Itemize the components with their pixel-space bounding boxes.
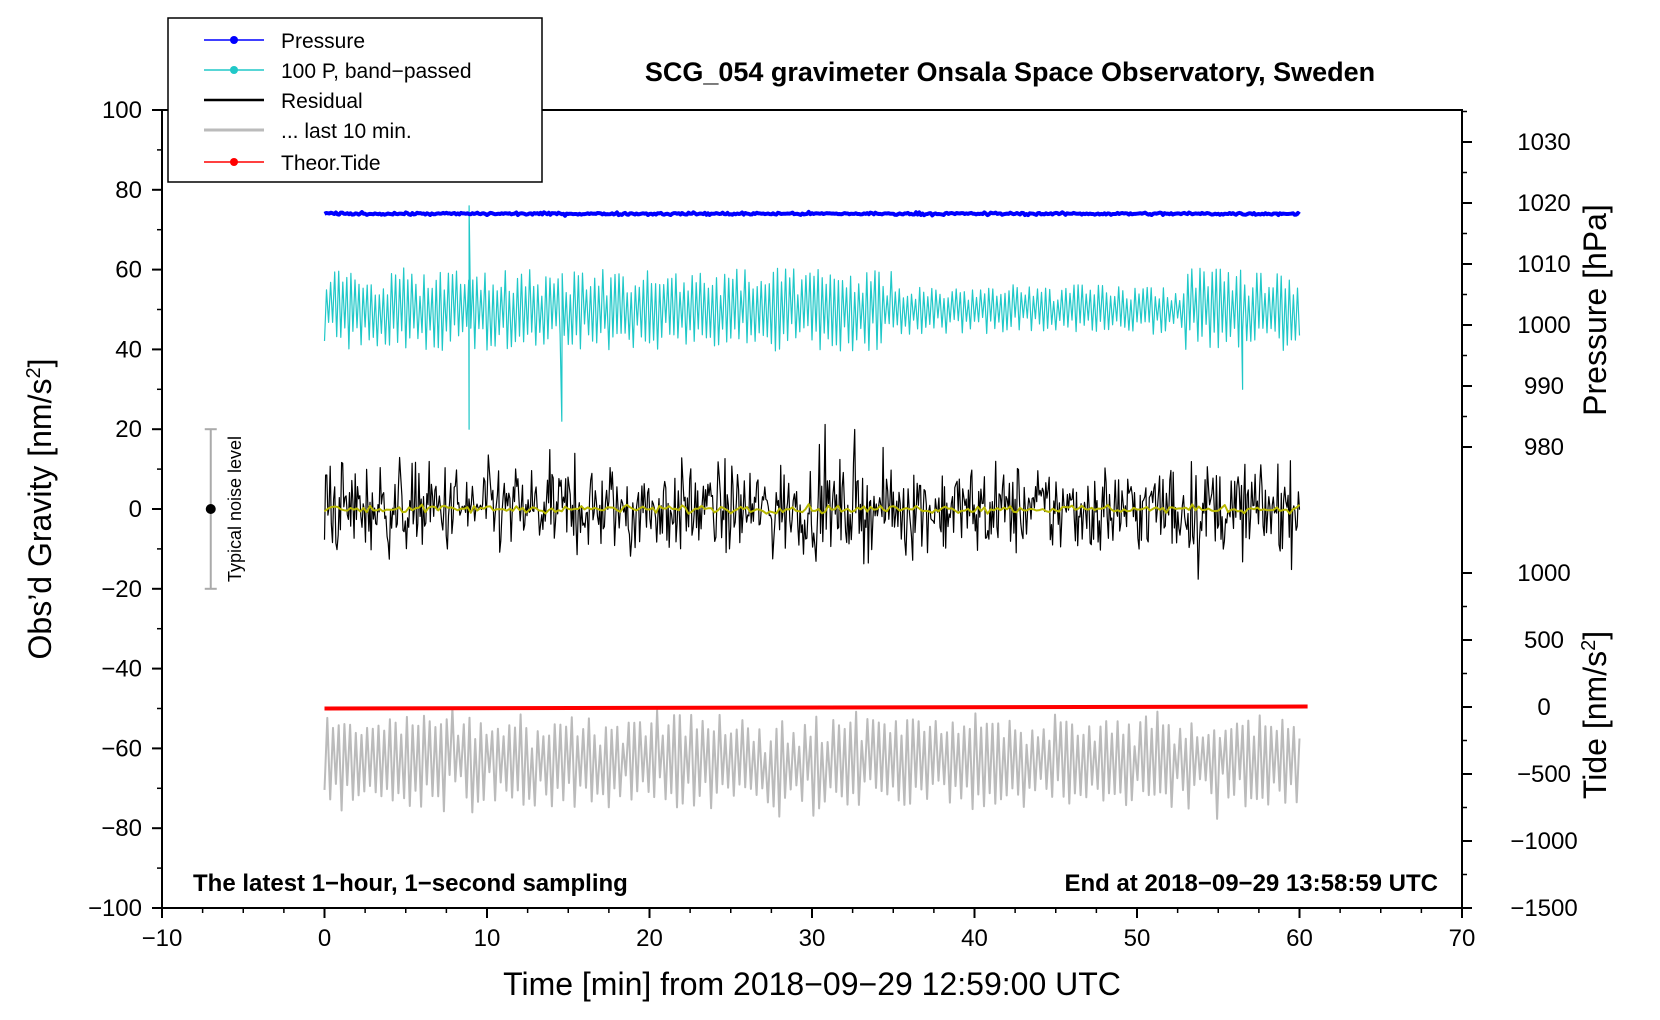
x-tick-label: 60	[1286, 925, 1313, 952]
legend-marker-theor-tide	[230, 158, 238, 166]
annotation-left: The latest 1−hour, 1−second sampling	[193, 870, 628, 897]
tide-tick-label: 1000	[1517, 560, 1570, 587]
legend: Pressure 100 P, band−passed Residual ...…	[167, 17, 543, 183]
y-axis-title-tide-end: ]	[1577, 631, 1613, 640]
series-pressure	[323, 209, 1301, 218]
y-axis-title-tide: Tide [nm/s2]	[1577, 631, 1613, 799]
annotation-right: End at 2018−09−29 13:58:59 UTC	[1064, 870, 1438, 897]
x-tick-label: 50	[1124, 925, 1151, 952]
tide-tick-label: −500	[1517, 761, 1571, 788]
y-tick-label: 60	[115, 257, 142, 284]
legend-label-theor-tide: Theor.Tide	[281, 152, 381, 175]
series-theor-tide	[324, 704, 1308, 711]
y-axis-title-tide-main: Tide [nm/s	[1577, 651, 1613, 799]
legend-label-last-10-min: ... last 10 min.	[281, 120, 412, 143]
legend-item-band-passed: 100 P, band−passed	[204, 60, 472, 83]
legend-label-pressure: Pressure	[281, 30, 365, 53]
legend-item-pressure: Pressure	[204, 30, 365, 53]
y-tick-label: 20	[115, 416, 142, 443]
legend-marker-pressure	[230, 36, 238, 44]
tide-tick-label: −1000	[1510, 828, 1577, 855]
y-axis-title-tide-sup: 2	[1578, 640, 1600, 651]
tide-tick-label: 500	[1524, 627, 1564, 654]
y-axis-title-left: Obs’d Gravity [nm/s2]	[22, 359, 58, 660]
series-band-passed	[323, 205, 1301, 430]
y-axis-title-pressure: Pressure [hPa]	[1577, 204, 1613, 416]
y-tick-label: −40	[101, 656, 142, 683]
legend-item-theor-tide: Theor.Tide	[204, 152, 381, 175]
pressure-tick-label: 1010	[1517, 251, 1570, 278]
x-tick-label: 70	[1449, 925, 1476, 952]
y-tick-label: 40	[115, 336, 142, 363]
y-tick-label: −60	[101, 735, 142, 762]
legend-label-residual: Residual	[281, 90, 363, 113]
y-tick-label: −100	[88, 895, 142, 922]
x-axis-title: Time [min] from 2018−09−29 12:59:00 UTC	[503, 966, 1121, 1002]
y-axis-title-left-sup: 2	[23, 367, 45, 378]
x-tick-label: 10	[474, 925, 501, 952]
noise-bar-center-dot	[205, 504, 216, 514]
x-tick-label: 0	[318, 925, 331, 952]
tide-tick-label: −1500	[1510, 895, 1577, 922]
y-tick-label: 80	[115, 177, 142, 204]
pressure-tick-label: 1000	[1517, 312, 1570, 339]
chart-title: SCG_054 gravimeter Onsala Space Observat…	[645, 57, 1375, 87]
y-axis-title-left-end: ]	[22, 359, 58, 368]
pressure-tick-label: 980	[1524, 434, 1564, 461]
series-residual-smoothed	[323, 503, 1301, 515]
legend-label-band-passed: 100 P, band−passed	[281, 60, 472, 83]
y-axis-title-left-main: Obs’d Gravity [nm/s	[22, 379, 58, 660]
series-last-10-min	[323, 706, 1301, 820]
x-tick-label: −10	[142, 925, 183, 952]
x-tick-label: 20	[636, 925, 663, 952]
series-residual	[323, 423, 1301, 580]
y-tick-label: 0	[129, 496, 142, 523]
noise-bar-label: Typical noise level	[225, 436, 245, 582]
x-tick-label: 30	[799, 925, 826, 952]
legend-marker-band-passed	[230, 66, 238, 74]
legend-item-last-10-min: ... last 10 min.	[204, 120, 412, 143]
tide-tick-label: 0	[1537, 694, 1550, 721]
legend-item-residual: Residual	[204, 90, 363, 113]
pressure-tick-label: 990	[1524, 373, 1564, 400]
y-tick-label: 100	[102, 97, 142, 124]
x-tick-label: 40	[961, 925, 988, 952]
y-tick-label: −80	[101, 815, 142, 842]
y-tick-label: −20	[101, 576, 142, 603]
pressure-tick-label: 1020	[1517, 190, 1570, 217]
pressure-tick-label: 1030	[1517, 129, 1570, 156]
